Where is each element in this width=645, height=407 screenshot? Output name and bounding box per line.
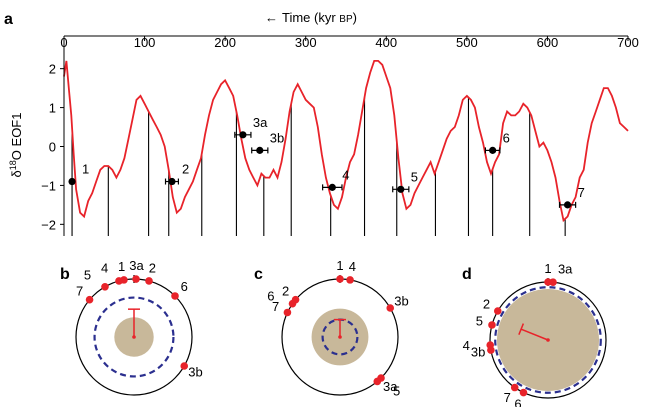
termination-point-label: 4 bbox=[342, 167, 349, 182]
phase-point bbox=[115, 277, 123, 285]
phase-point-label: 1 bbox=[336, 258, 343, 273]
phase-point bbox=[288, 299, 297, 308]
x-axis-title-close: ) bbox=[353, 10, 357, 25]
y-axis-title: δ18O EOF1 bbox=[8, 113, 24, 178]
y-axis-title-sup: 18 bbox=[8, 160, 18, 170]
termination-point bbox=[397, 185, 405, 193]
termination-point bbox=[489, 146, 497, 154]
mean-vector bbox=[520, 328, 549, 341]
phase-point-label: 4 bbox=[463, 338, 470, 353]
termination-point bbox=[239, 131, 247, 139]
phase-point bbox=[145, 277, 153, 285]
phase-point-label: 1 bbox=[544, 261, 551, 276]
termination-point-label: 6 bbox=[503, 130, 510, 145]
termination-point-label: 7 bbox=[578, 185, 585, 200]
phase-point bbox=[486, 341, 495, 349]
phase-point-label: 3a bbox=[558, 261, 573, 276]
termination-point-label: 3a bbox=[253, 115, 268, 130]
phase-point bbox=[101, 282, 109, 291]
phase-point bbox=[373, 377, 382, 386]
mean-vector-origin bbox=[338, 335, 342, 339]
phase-point-label: 5 bbox=[476, 314, 483, 329]
termination-point-label: 5 bbox=[411, 169, 418, 184]
phase-point-label: 5 bbox=[393, 383, 400, 398]
x-tick-label: 200 bbox=[214, 35, 236, 50]
phase-point-label: 4 bbox=[101, 260, 108, 275]
phase-point-label: 5 bbox=[84, 268, 91, 283]
panel-b-circle-plot: 1 2 3a 3b 45 6 7 bbox=[75, 258, 203, 396]
phase-point bbox=[346, 276, 354, 284]
x-tick-label: 300 bbox=[295, 35, 317, 50]
x-tick-label: 600 bbox=[537, 35, 559, 50]
x-axis-arrow: ← bbox=[265, 10, 278, 25]
significance-circle bbox=[494, 286, 602, 394]
phase-point bbox=[180, 362, 189, 370]
x-tick-label: 400 bbox=[375, 35, 397, 50]
phase-point bbox=[519, 388, 528, 397]
phase-point bbox=[85, 295, 94, 304]
phase-point-label: 2 bbox=[483, 297, 490, 312]
termination-point bbox=[168, 177, 176, 186]
panel-a-plot: 0100200300400500600700 210−1−2 123a3b456… bbox=[41, 35, 639, 236]
panel-c-letter: c bbox=[254, 266, 263, 283]
phase-point bbox=[510, 383, 519, 392]
phase-point bbox=[283, 308, 292, 317]
phase-point-label: 2 bbox=[149, 260, 156, 275]
phase-point bbox=[336, 275, 344, 283]
phase-point bbox=[493, 307, 502, 315]
phase-point bbox=[132, 275, 140, 283]
y-tick-label: −2 bbox=[41, 217, 56, 232]
termination-point bbox=[563, 201, 572, 209]
y-axis-title-main: O EOF1 bbox=[9, 113, 24, 161]
phase-point bbox=[171, 292, 179, 300]
x-axis-title-main: Time (kyr bbox=[282, 10, 339, 25]
phase-point bbox=[549, 278, 557, 287]
termination-point bbox=[68, 177, 76, 186]
panel-d-letter: d bbox=[462, 266, 472, 283]
panel-b-letter: b bbox=[60, 266, 70, 283]
x-axis-title-unit: BP bbox=[339, 14, 353, 25]
panel-a-letter: a bbox=[4, 11, 13, 28]
phase-point-label: 3b bbox=[471, 344, 485, 359]
phase-point-label: 1 bbox=[118, 259, 125, 274]
x-tick-label: 700 bbox=[617, 35, 639, 50]
termination-point-label: 3b bbox=[270, 130, 284, 145]
phase-point-label: 6 bbox=[181, 279, 188, 294]
phase-point bbox=[386, 304, 395, 312]
phase-point-label: 6 bbox=[267, 288, 274, 303]
y-axis-title-delta: δ bbox=[9, 170, 24, 177]
x-tick-label: 500 bbox=[456, 35, 478, 50]
panel-c-circle-plot: 1 2 3a 3b 4 5 67 bbox=[267, 258, 408, 398]
phase-point-label: 3a bbox=[129, 258, 144, 273]
mean-vector-error-cap bbox=[518, 323, 525, 335]
phase-point bbox=[488, 321, 496, 329]
mean-vector-origin bbox=[132, 335, 136, 339]
significance-circle bbox=[93, 296, 175, 378]
phase-point-label: 3b bbox=[188, 365, 202, 380]
y-tick-label: 2 bbox=[49, 62, 56, 77]
x-axis-title: ← Time (kyr BP) bbox=[265, 10, 357, 25]
phase-point-label: 3a bbox=[383, 379, 398, 394]
termination-point-label: 2 bbox=[182, 162, 189, 177]
y-tick-label: 0 bbox=[49, 140, 56, 155]
phase-point-label: 6 bbox=[514, 396, 521, 407]
phase-point-label: 7 bbox=[76, 283, 83, 298]
termination-point-label: 1 bbox=[82, 162, 89, 177]
phase-point-label: 4 bbox=[349, 259, 356, 274]
mean-vector-origin bbox=[546, 338, 550, 342]
phase-point-label: 3b bbox=[394, 294, 408, 309]
phase-point-label: 2 bbox=[282, 283, 289, 298]
termination-point bbox=[328, 183, 336, 191]
y-tick-label: −1 bbox=[41, 178, 56, 193]
phase-point-label: 7 bbox=[504, 390, 511, 405]
phase-point-label: 7 bbox=[272, 299, 279, 314]
x-tick-label: 100 bbox=[134, 35, 156, 50]
termination-point bbox=[256, 146, 264, 154]
y-tick-label: 1 bbox=[49, 101, 56, 116]
delta18o-series-line bbox=[63, 60, 629, 223]
